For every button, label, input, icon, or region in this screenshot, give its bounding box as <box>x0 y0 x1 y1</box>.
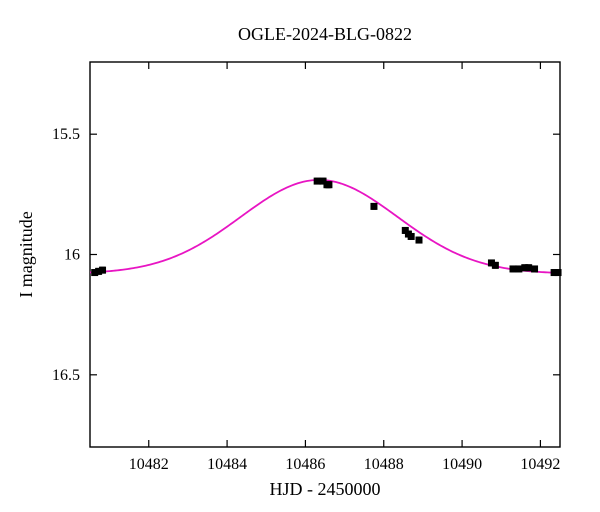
x-tick-label: 10488 <box>364 456 404 473</box>
x-tick-label: 10486 <box>285 456 325 473</box>
y-axis-label: I magnitude <box>16 211 36 297</box>
chart-title: OGLE-2024-BLG-0822 <box>238 24 412 44</box>
y-tick-label: 16 <box>64 247 80 264</box>
data-point <box>370 203 377 210</box>
data-point <box>416 237 423 244</box>
x-tick-label: 10484 <box>207 456 247 473</box>
data-point <box>531 265 538 272</box>
data-point <box>492 262 499 269</box>
data-point <box>555 269 562 276</box>
data-point <box>408 233 415 240</box>
x-axis-label: HJD - 2450000 <box>270 479 381 499</box>
x-tick-label: 10490 <box>442 456 482 473</box>
y-tick-label: 16.5 <box>52 367 80 384</box>
x-tick-label: 10492 <box>520 456 560 473</box>
y-tick-label: 15.5 <box>52 126 80 143</box>
data-point <box>99 267 106 274</box>
light-curve-chart: OGLE-2024-BLG-0822 HJD - 2450000 I magnitu… <box>0 0 600 512</box>
x-tick-label: 10482 <box>129 456 169 473</box>
data-point <box>325 181 332 188</box>
